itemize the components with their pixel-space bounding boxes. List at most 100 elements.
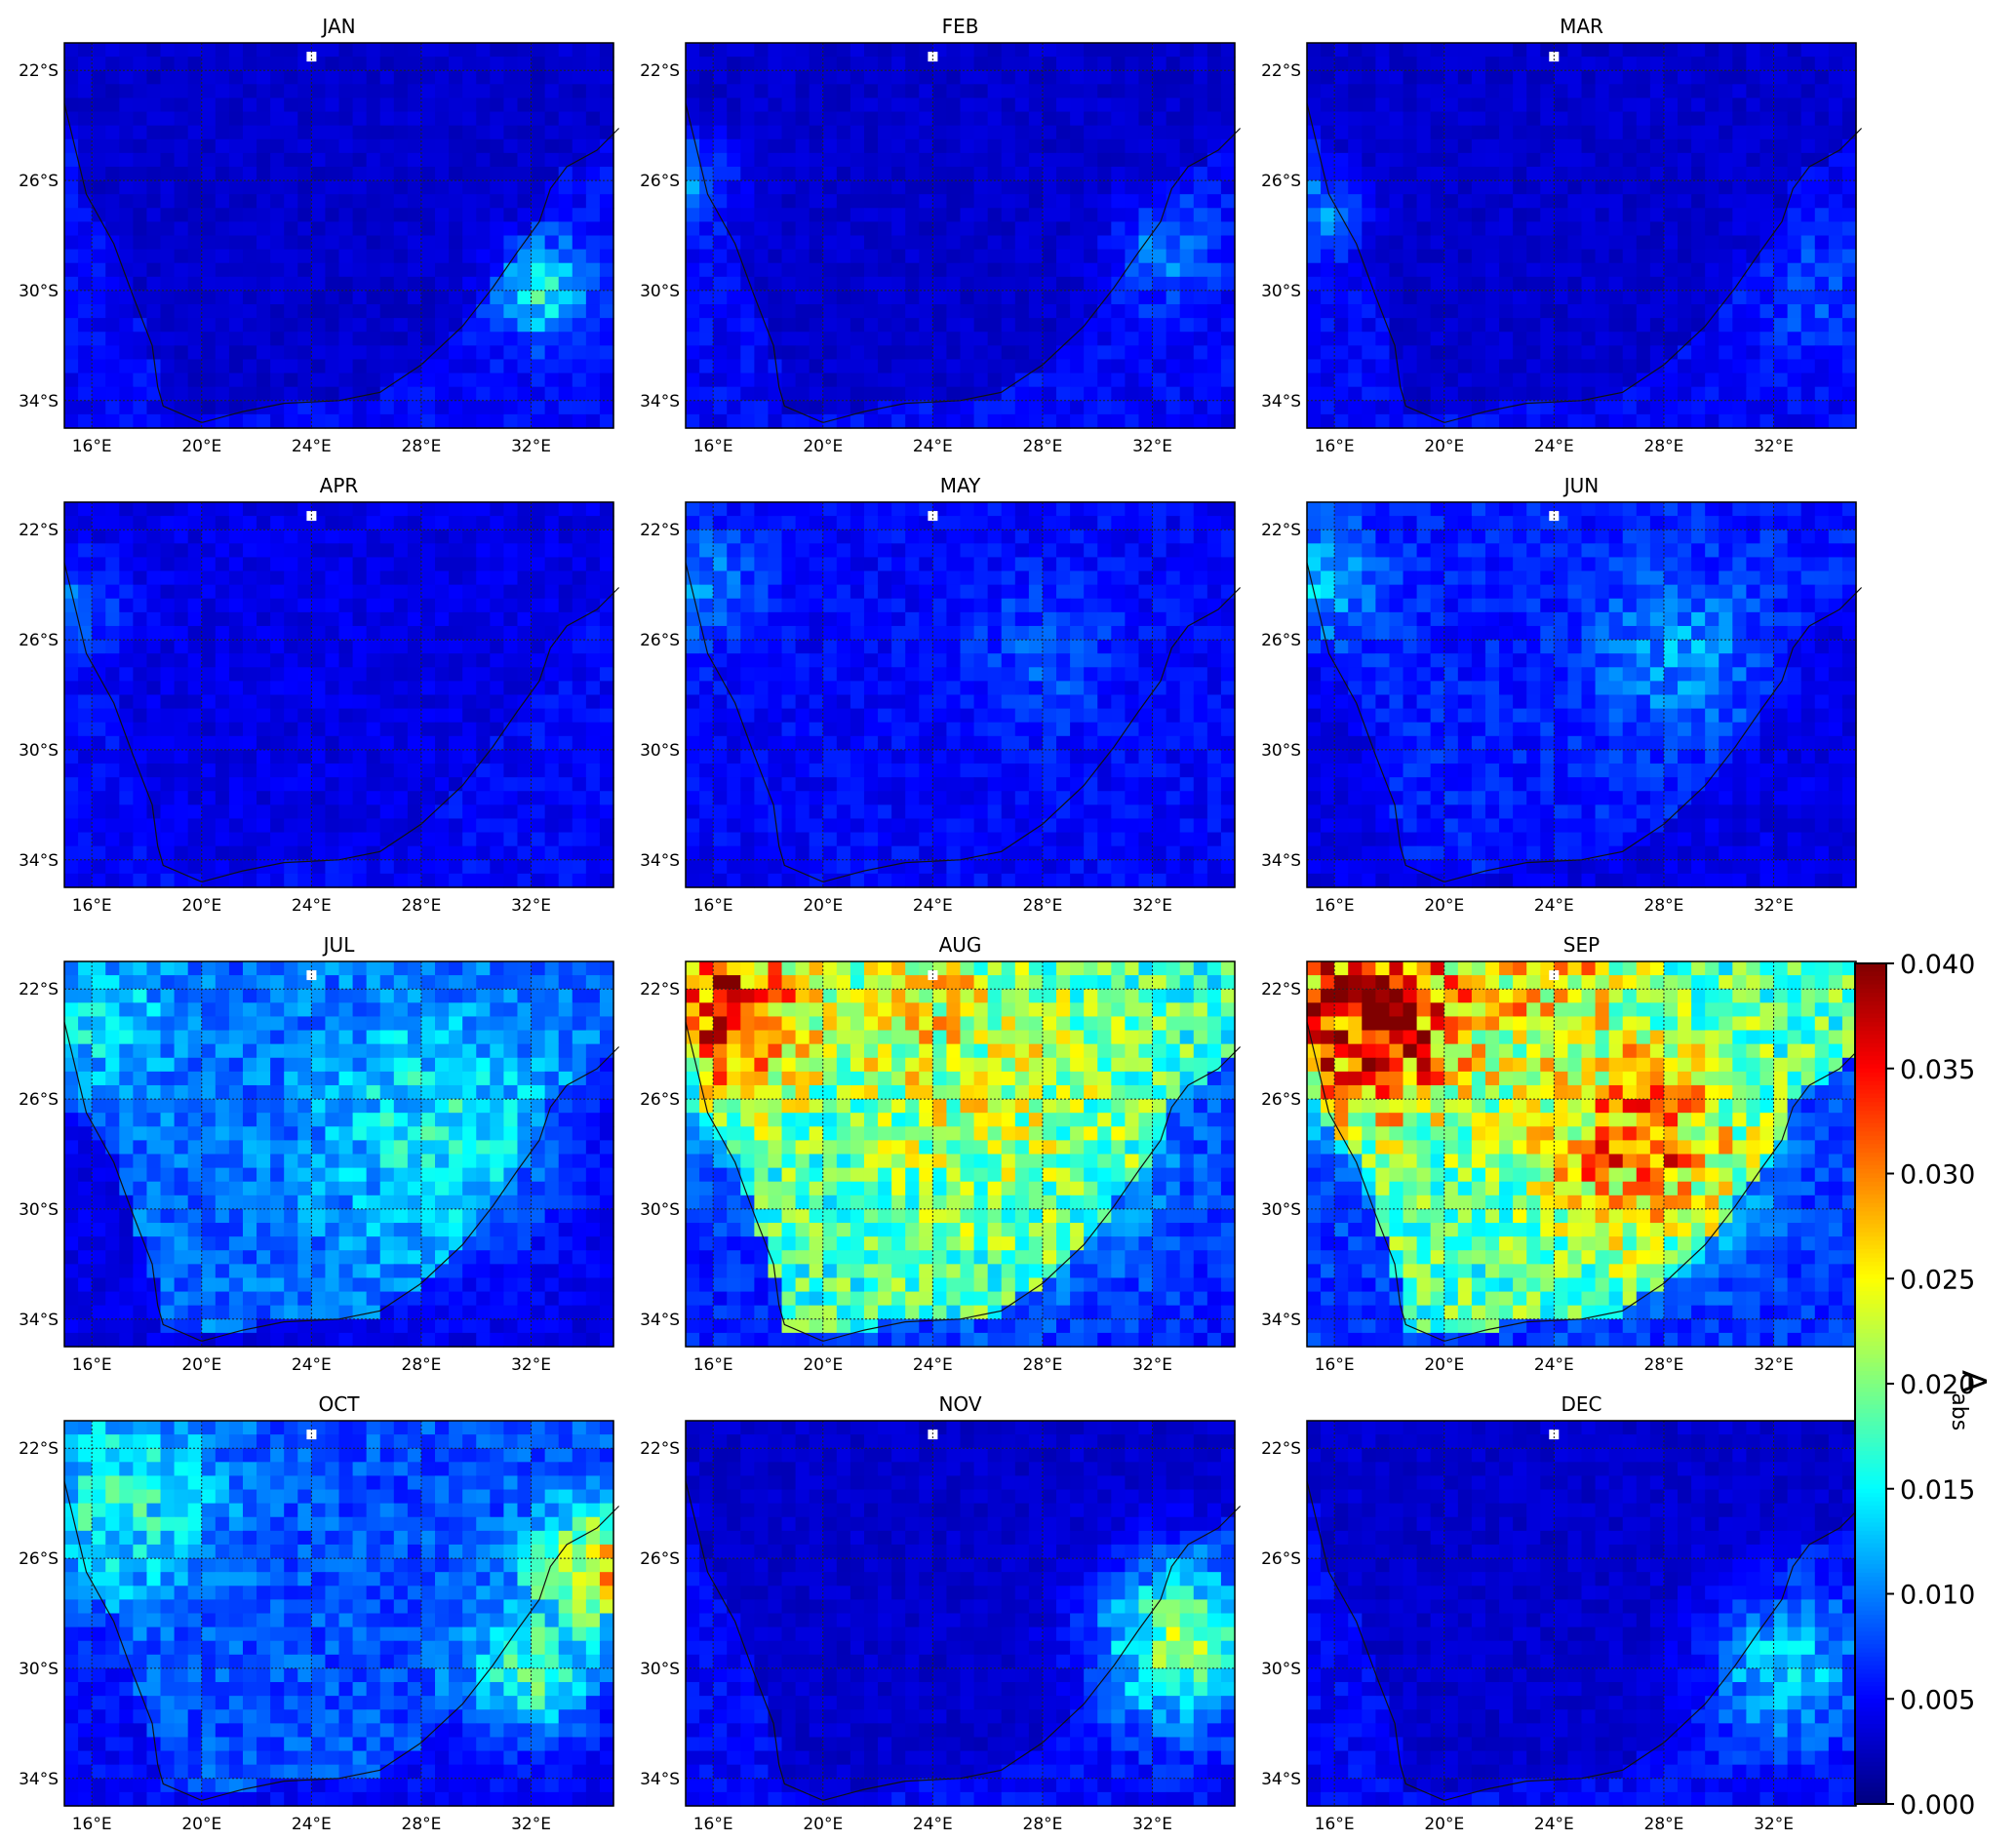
heatmap-cell bbox=[1513, 249, 1527, 264]
heatmap-cell bbox=[1678, 276, 1692, 292]
heatmap-cell bbox=[1193, 125, 1208, 140]
heatmap-cell bbox=[105, 859, 120, 875]
heatmap-cell bbox=[517, 777, 533, 792]
heatmap-cell bbox=[1705, 249, 1720, 264]
heatmap-cell bbox=[297, 290, 312, 305]
heatmap-cell bbox=[133, 529, 148, 544]
heatmap-cell bbox=[1471, 235, 1486, 251]
heatmap-cell bbox=[201, 640, 217, 654]
heatmap-cell bbox=[1307, 180, 1322, 195]
heatmap-cell bbox=[1430, 43, 1445, 58]
heatmap-cell bbox=[891, 413, 906, 429]
heatmap-cell bbox=[1097, 400, 1112, 415]
heatmap-cell bbox=[1166, 194, 1181, 209]
heatmap-cell bbox=[1125, 413, 1140, 429]
heatmap-cell bbox=[1014, 208, 1030, 222]
heatmap-cell bbox=[1649, 152, 1665, 168]
heatmap-cell bbox=[836, 502, 851, 517]
heatmap-cell bbox=[64, 345, 79, 361]
heatmap-cell bbox=[270, 166, 285, 181]
heatmap-cell bbox=[146, 413, 162, 429]
heatmap-cell bbox=[215, 818, 230, 834]
heatmap-cell bbox=[1403, 332, 1418, 346]
heatmap-cell bbox=[1800, 345, 1816, 361]
heatmap-cell bbox=[1111, 318, 1126, 333]
heatmap-cell bbox=[1138, 276, 1154, 292]
heatmap-cell bbox=[490, 359, 504, 374]
heatmap-cell bbox=[1663, 111, 1679, 127]
heatmap-cell bbox=[1649, 413, 1665, 429]
heatmap-cell bbox=[242, 180, 257, 195]
heatmap-cell bbox=[850, 98, 865, 113]
heatmap-cell bbox=[572, 557, 587, 572]
heatmap-cell bbox=[544, 221, 560, 237]
heatmap-cell bbox=[973, 208, 989, 222]
heatmap-cell bbox=[740, 152, 755, 168]
heatmap-cell bbox=[187, 249, 203, 264]
heatmap-cell bbox=[64, 722, 79, 737]
heatmap-cell bbox=[531, 529, 546, 544]
heatmap-cell bbox=[393, 180, 409, 195]
heatmap-cell bbox=[1457, 208, 1473, 222]
heatmap-cell bbox=[572, 180, 587, 195]
heatmap-cell bbox=[105, 584, 120, 600]
heatmap-cell bbox=[1111, 372, 1126, 388]
heatmap-cell bbox=[572, 529, 587, 544]
heatmap-cell bbox=[585, 640, 601, 654]
heatmap-cell bbox=[1111, 194, 1126, 209]
heatmap-cell bbox=[531, 276, 546, 292]
heatmap-cell bbox=[517, 318, 533, 333]
heatmap-cell bbox=[836, 57, 851, 71]
heatmap-cell bbox=[325, 208, 340, 222]
heatmap-cell bbox=[325, 43, 340, 58]
heatmap-cell bbox=[1001, 372, 1016, 388]
heatmap-cell bbox=[64, 640, 79, 654]
heatmap-cell bbox=[228, 345, 244, 361]
heatmap-cell bbox=[1321, 413, 1335, 429]
heatmap-cell bbox=[932, 84, 948, 99]
heatmap-cell bbox=[352, 180, 368, 195]
heatmap-cell bbox=[1001, 180, 1016, 195]
heatmap-cell bbox=[379, 98, 395, 113]
heatmap-cell bbox=[1430, 125, 1445, 140]
heatmap-cell bbox=[325, 386, 340, 402]
heatmap-cell bbox=[1443, 221, 1459, 237]
heatmap-cell bbox=[517, 152, 533, 168]
heatmap-cell bbox=[92, 125, 106, 140]
heatmap-cell bbox=[781, 359, 797, 374]
heatmap-cell bbox=[1471, 332, 1486, 346]
heatmap-cell bbox=[1457, 386, 1473, 402]
heatmap-cell bbox=[503, 276, 519, 292]
x-tick-label: 16°E bbox=[1315, 437, 1355, 456]
heatmap-cell bbox=[1581, 249, 1597, 264]
heatmap-cell bbox=[1622, 318, 1638, 333]
heatmap-cell bbox=[1001, 557, 1016, 572]
heatmap-cell bbox=[836, 543, 851, 559]
heatmap-cell bbox=[754, 529, 770, 544]
heatmap-cell bbox=[932, 194, 948, 209]
heatmap-cell bbox=[1787, 262, 1802, 278]
heatmap-cell bbox=[1828, 318, 1843, 333]
x-tick-label: 20°E bbox=[181, 437, 221, 456]
heatmap-cell bbox=[503, 70, 519, 85]
heatmap-cell bbox=[187, 694, 203, 710]
heatmap-cell bbox=[973, 138, 989, 154]
heatmap-cell bbox=[891, 332, 906, 346]
heatmap-cell bbox=[517, 832, 533, 847]
heatmap-cell bbox=[987, 570, 1003, 586]
heatmap-cell bbox=[1056, 84, 1071, 99]
heatmap-cell bbox=[92, 818, 106, 834]
heatmap-cell bbox=[1111, 598, 1126, 613]
heatmap-cell bbox=[476, 791, 491, 805]
heatmap-cell bbox=[270, 359, 285, 374]
heatmap-cell bbox=[1841, 43, 1857, 58]
heatmap-cell bbox=[325, 413, 340, 429]
heatmap-cell bbox=[1138, 194, 1154, 209]
heatmap-cell bbox=[379, 359, 395, 374]
heatmap-cell bbox=[1513, 276, 1527, 292]
heatmap-cell bbox=[133, 84, 148, 99]
heatmap-cell bbox=[160, 543, 176, 559]
heatmap-cell bbox=[713, 584, 728, 600]
heatmap-cell bbox=[1759, 221, 1775, 237]
heatmap-cell bbox=[1691, 290, 1706, 305]
